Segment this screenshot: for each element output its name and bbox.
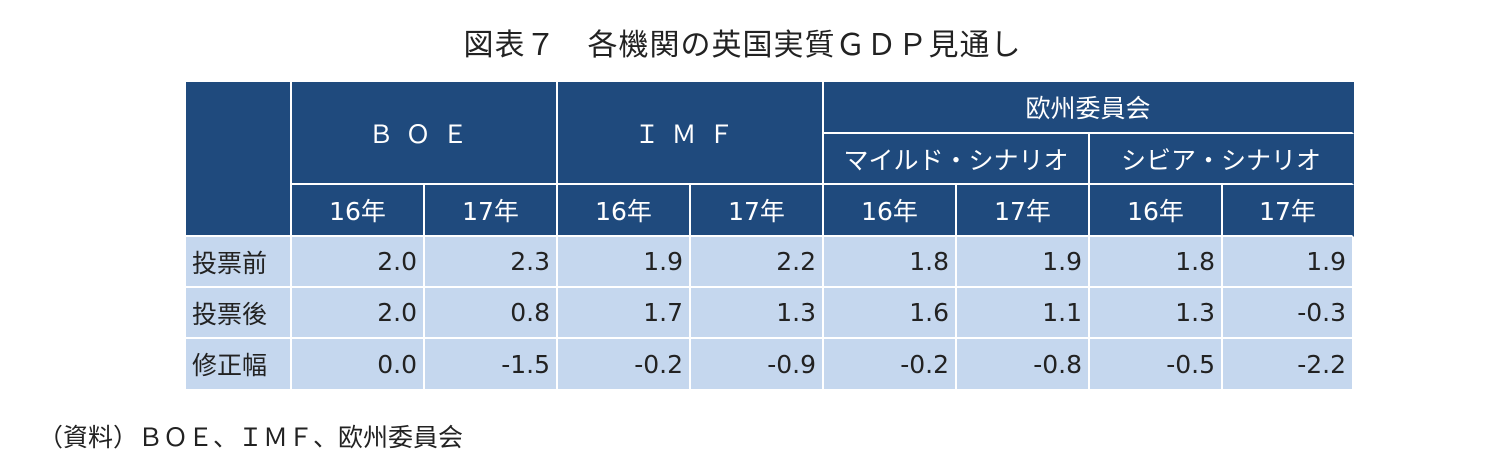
header-year: 16年: [1090, 185, 1223, 237]
header-european-commission: 欧州委員会: [824, 82, 1354, 134]
table-cell: -0.2: [558, 339, 691, 391]
row-label-after-vote: 投票後: [186, 288, 292, 339]
table-cell: -1.5: [425, 339, 558, 391]
source-note: （資料）ＢＯＥ、ＩＭＦ、欧州委員会: [38, 423, 464, 452]
header-year: 17年: [425, 185, 558, 237]
table-cell: 2.0: [292, 288, 425, 339]
header-year: 17年: [1223, 185, 1354, 237]
table-cell: -0.3: [1223, 288, 1354, 339]
table-cell: 1.9: [957, 237, 1090, 288]
table-cell: 2.3: [425, 237, 558, 288]
table-cell: 0.8: [425, 288, 558, 339]
header-year: 16年: [558, 185, 691, 237]
header-corner: [186, 82, 292, 237]
table-cell: -0.5: [1090, 339, 1223, 391]
table-cell: 1.6: [824, 288, 957, 339]
table-row: 修正幅 0.0 -1.5 -0.2 -0.9 -0.2 -0.8 -0.5 -2…: [186, 339, 1354, 391]
table-cell: 2.2: [691, 237, 824, 288]
table-cell: 1.9: [1223, 237, 1354, 288]
table-cell: 0.0: [292, 339, 425, 391]
table-cell: 1.9: [558, 237, 691, 288]
table-cell: 1.1: [957, 288, 1090, 339]
header-imf: ＩＭＦ: [558, 82, 824, 185]
table-row: 投票前 2.0 2.3 1.9 2.2 1.8 1.9 1.8 1.9: [186, 237, 1354, 288]
table-cell: 1.8: [1090, 237, 1223, 288]
header-year: 17年: [691, 185, 824, 237]
table-title: 図表７ 各機関の英国実質ＧＤＰ見通し: [463, 28, 1022, 63]
header-severe-scenario: シビア・シナリオ: [1090, 134, 1354, 185]
table-cell: 2.0: [292, 237, 425, 288]
header-mild-scenario: マイルド・シナリオ: [824, 134, 1090, 185]
header-year: 16年: [292, 185, 425, 237]
row-label-before-vote: 投票前: [186, 237, 292, 288]
header-year: 17年: [957, 185, 1090, 237]
table-row: 投票後 2.0 0.8 1.7 1.3 1.6 1.1 1.3 -0.3: [186, 288, 1354, 339]
table-cell: -0.8: [957, 339, 1090, 391]
row-label-revision: 修正幅: [186, 339, 292, 391]
table-cell: 1.3: [691, 288, 824, 339]
gdp-forecast-table: ＢＯＥ ＩＭＦ 欧州委員会 マイルド・シナリオ シビア・シナリオ 16年 17年…: [186, 82, 1354, 391]
table-cell: -0.9: [691, 339, 824, 391]
table-cell: 1.3: [1090, 288, 1223, 339]
table-cell: 1.7: [558, 288, 691, 339]
header-year: 16年: [824, 185, 957, 237]
header-boe: ＢＯＥ: [292, 82, 558, 185]
table-cell: -0.2: [824, 339, 957, 391]
table-cell: -2.2: [1223, 339, 1354, 391]
table-cell: 1.8: [824, 237, 957, 288]
